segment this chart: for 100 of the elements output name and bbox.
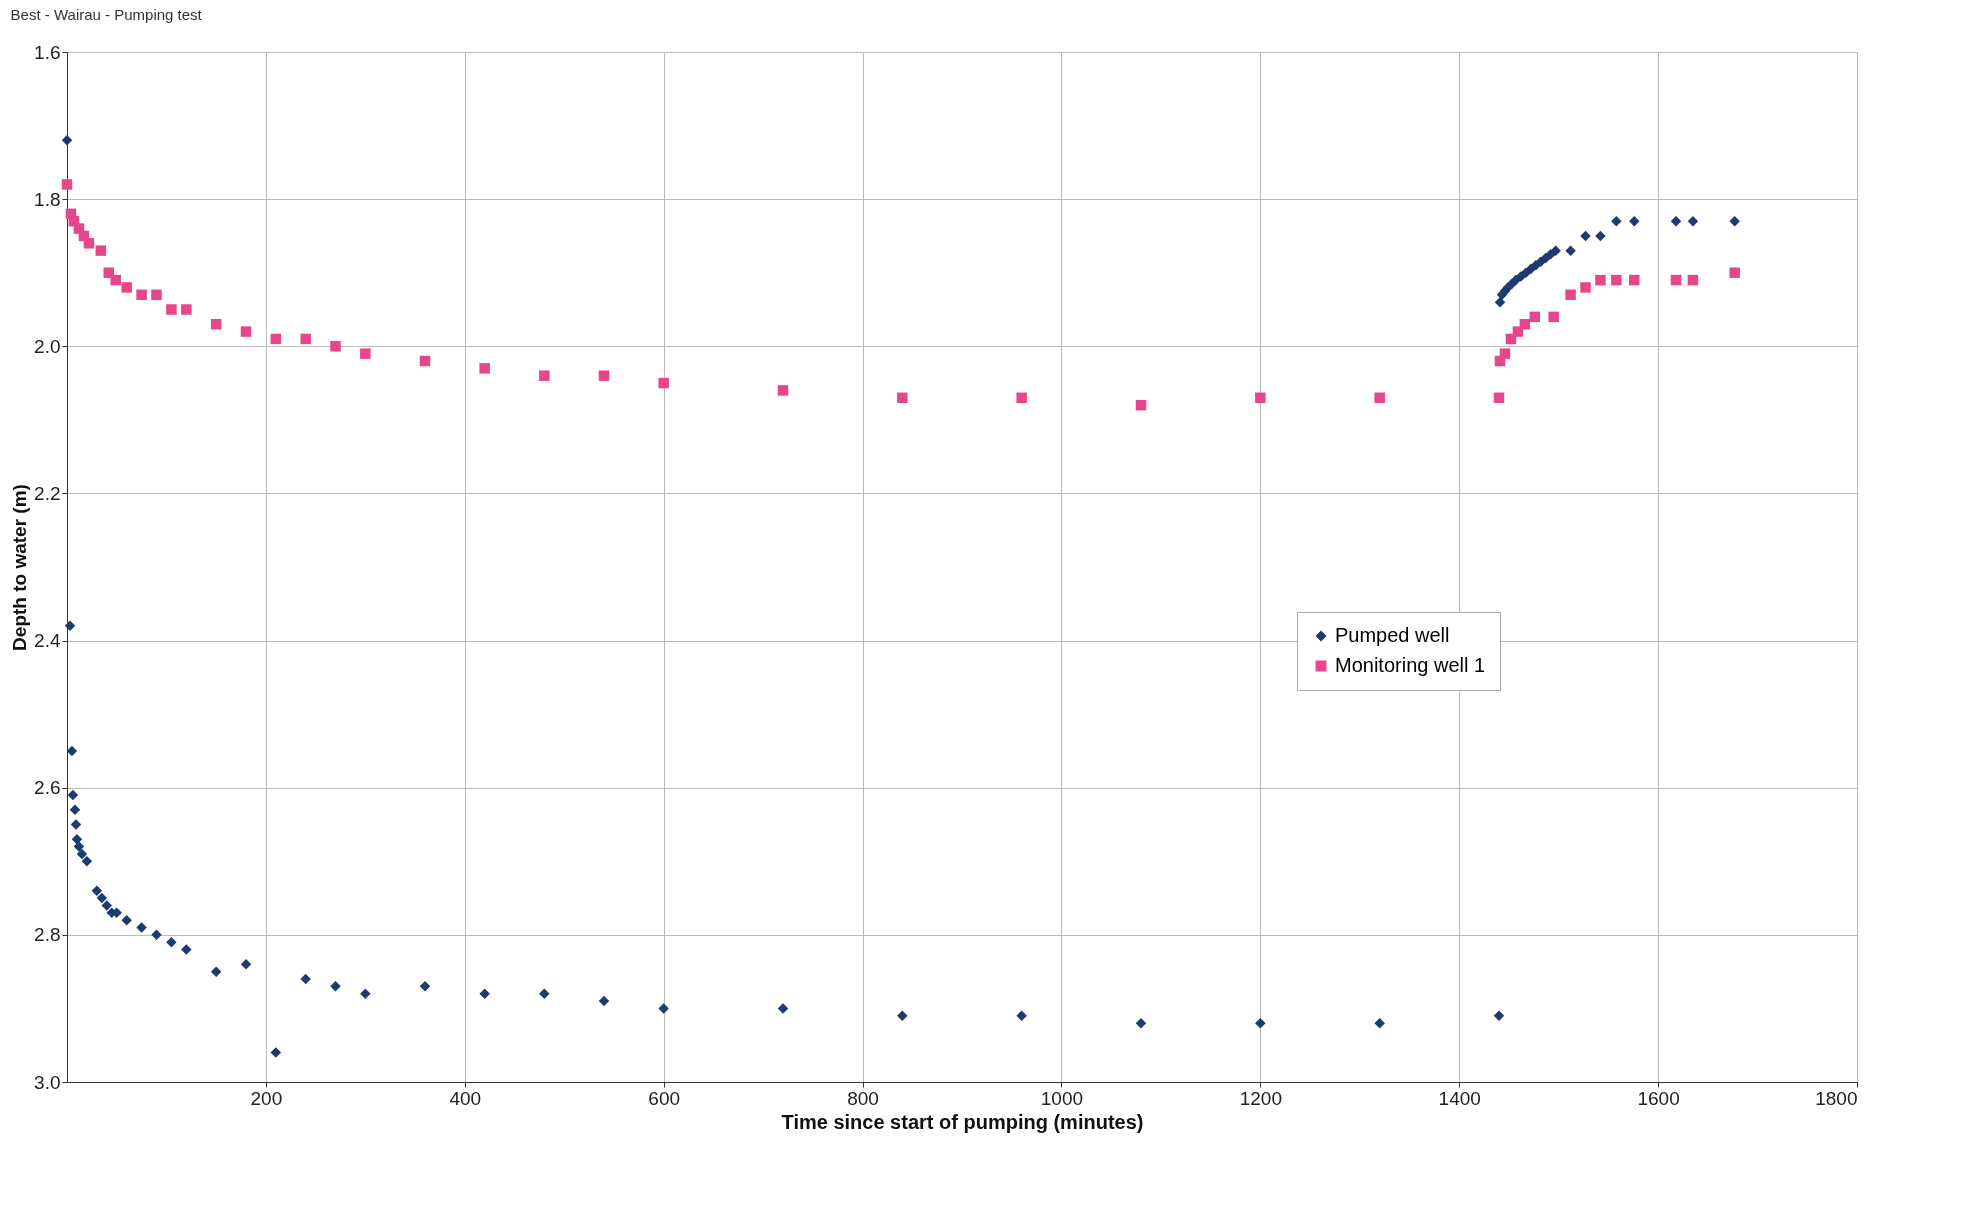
point (83, 238, 95, 249)
point (67, 789, 79, 801)
point (1580, 230, 1591, 242)
chart-title: Best - Wairau - Pumping test (10, 6, 203, 23)
point (1016, 1010, 1027, 1022)
point (1670, 274, 1682, 286)
point (136, 289, 147, 301)
point (61, 179, 73, 190)
y-tick-label: 2.6 (34, 777, 61, 799)
point (69, 804, 81, 816)
point (110, 274, 121, 286)
point (360, 348, 371, 359)
point (897, 1010, 908, 1022)
point (1670, 215, 1682, 227)
point (598, 995, 610, 1007)
point (1499, 348, 1511, 359)
y-tick-label: 1.6 (34, 41, 61, 63)
x-tick-label: 1400 (1438, 1087, 1481, 1109)
point (210, 966, 222, 977)
point (419, 355, 431, 367)
point (1629, 215, 1640, 227)
y-axis-title: Depth to water (m) (9, 484, 31, 651)
point (240, 959, 252, 970)
point (71, 833, 83, 845)
point (1016, 392, 1027, 404)
point (121, 282, 132, 293)
point (598, 370, 610, 381)
point (1135, 1017, 1147, 1029)
point (151, 929, 162, 941)
x-axis-title: Time since start of pumping (minutes) (781, 1110, 1144, 1133)
legend-label: Monitoring well 1 (1335, 654, 1486, 676)
point (1135, 399, 1147, 411)
point (1611, 274, 1622, 286)
x-tick-label: 800 (847, 1087, 879, 1109)
point (300, 333, 311, 345)
point (121, 914, 132, 926)
point (479, 363, 490, 374)
point (1565, 289, 1576, 301)
point (151, 289, 162, 301)
x-tick-label: 1200 (1239, 1087, 1282, 1109)
point (61, 135, 73, 146)
point (1548, 311, 1559, 323)
point (1550, 245, 1561, 256)
point (1493, 1010, 1505, 1022)
point (270, 333, 282, 345)
point (1529, 311, 1541, 323)
point (1687, 274, 1699, 286)
point (1519, 318, 1531, 330)
point (64, 620, 76, 632)
point (70, 819, 82, 830)
point (91, 885, 103, 896)
point (166, 936, 177, 948)
point (777, 1003, 789, 1014)
point (360, 988, 371, 999)
point (181, 304, 192, 315)
point (1611, 215, 1622, 227)
point (1255, 1017, 1266, 1029)
point (96, 892, 108, 904)
point (95, 245, 107, 256)
legend-label: Pumped well (1335, 624, 1450, 646)
point (1493, 392, 1505, 404)
x-tick-label: 1800 (1815, 1087, 1858, 1109)
point (81, 856, 93, 867)
y-tick-label: 2.0 (34, 335, 61, 357)
point (1374, 392, 1385, 404)
x-tick-label: 1600 (1637, 1087, 1680, 1109)
point (66, 745, 78, 757)
point (330, 341, 341, 352)
point (101, 900, 113, 911)
point (1374, 1017, 1385, 1029)
point (300, 973, 311, 985)
point (330, 981, 341, 992)
point (1729, 267, 1740, 278)
point (479, 988, 490, 999)
point (1525, 263, 1537, 275)
point (76, 848, 88, 860)
y-tick-label: 3.0 (34, 1071, 61, 1093)
point (73, 841, 85, 852)
point (1565, 245, 1576, 256)
point (1512, 326, 1524, 337)
point (1729, 215, 1740, 227)
point (658, 377, 669, 389)
point (539, 370, 550, 381)
point (1595, 274, 1606, 286)
point (897, 392, 908, 404)
point (1595, 230, 1606, 242)
point (1494, 296, 1506, 308)
point (1629, 274, 1640, 286)
y-tick-label: 2.8 (34, 924, 61, 946)
x-tick-label: 400 (449, 1087, 482, 1109)
point (240, 326, 252, 337)
point (1580, 282, 1591, 293)
point (1255, 392, 1266, 404)
y-tick-label: 2.2 (34, 482, 61, 504)
point (270, 1047, 282, 1058)
point (419, 981, 431, 992)
point (136, 922, 147, 933)
x-tick-label: 600 (648, 1087, 681, 1109)
point (658, 1003, 669, 1014)
point (210, 318, 222, 330)
